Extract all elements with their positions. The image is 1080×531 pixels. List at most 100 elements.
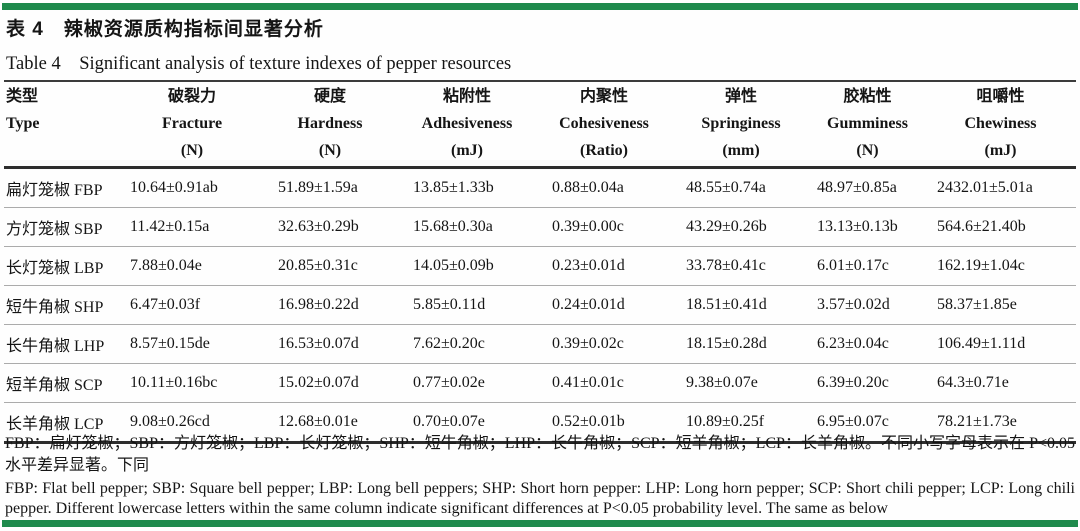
column-header-en: Adhesiveness <box>421 115 513 132</box>
column-header-unit: (N) <box>180 142 204 159</box>
row-type-cell: 短羊角椒 SCP <box>4 363 122 403</box>
column-header-unit: (mm) <box>722 142 760 159</box>
header-row: 类型 Type 破裂力 Fracture (N) 硬度 Hardness (N)… <box>4 80 1076 169</box>
table-title-en: Table 4 Significant analysis of texture … <box>6 54 512 74</box>
table-cell: 6.47±0.03f <box>122 285 262 325</box>
table-row: 短牛角椒 SHP 6.47±0.03f 16.98±0.22d 5.85±0.1… <box>4 285 1076 325</box>
row-type-cell: 方灯笼椒 SBP <box>4 207 122 247</box>
table-cell: 7.88±0.04e <box>122 246 262 286</box>
table-cell: 2432.01±5.01a <box>925 167 1076 208</box>
bottom-divider-bar <box>2 520 1078 527</box>
table-row: 长牛角椒 LHP 8.57±0.15de 16.53±0.07d 7.62±0.… <box>4 324 1076 364</box>
column-header-en: Type <box>6 115 40 132</box>
column-header-fracture: 破裂力 Fracture (N) <box>122 80 262 169</box>
table-cell: 51.89±1.59a <box>262 167 398 208</box>
column-header-unit <box>6 137 122 164</box>
row-type-cell: 扁灯笼椒 FBP <box>4 167 122 208</box>
table-cell: 8.57±0.15de <box>122 324 262 364</box>
table-cell: 6.95±0.07c <box>810 402 925 444</box>
table-cell: 162.19±1.04c <box>925 246 1076 286</box>
table-cell: 564.6±21.40b <box>925 207 1076 247</box>
table-cell: 6.01±0.17c <box>810 246 925 286</box>
table-cell: 43.29±0.26b <box>672 207 810 247</box>
column-header-zh: 弹性 <box>724 88 757 105</box>
table-cell: 9.08±0.26cd <box>122 402 262 444</box>
row-type-cell: 长牛角椒 LHP <box>4 324 122 364</box>
table-cell: 58.37±1.85e <box>925 285 1076 325</box>
table-body: 扁灯笼椒 FBP 10.64±0.91ab 51.89±1.59a 13.85±… <box>4 167 1076 444</box>
column-header-cohesiveness: 内聚性 Cohesiveness (Ratio) <box>536 80 672 169</box>
table-row: 长羊角椒 LCP 9.08±0.26cd 12.68±0.01e 0.70±0.… <box>4 402 1076 444</box>
table-cell: 0.39±0.02c <box>536 324 672 364</box>
column-header-zh: 破裂力 <box>167 88 216 105</box>
table-cell: 13.13±0.13b <box>810 207 925 247</box>
column-header-unit: (Ratio) <box>580 142 628 159</box>
table-cell: 5.85±0.11d <box>398 285 536 325</box>
table-cell: 6.23±0.04c <box>810 324 925 364</box>
top-divider-bar <box>2 3 1078 10</box>
column-header-en: Springiness <box>701 115 781 132</box>
table-cell: 11.42±0.15a <box>122 207 262 247</box>
column-header-zh: 内聚性 <box>579 88 628 105</box>
table-cell: 0.41±0.01c <box>536 363 672 403</box>
column-header-en: Hardness <box>297 115 363 132</box>
column-header-chewiness: 咀嚼性 Chewiness (mJ) <box>925 80 1076 169</box>
row-type-cell: 短牛角椒 SHP <box>4 285 122 325</box>
table-cell: 18.15±0.28d <box>672 324 810 364</box>
column-header-unit: (N) <box>856 142 879 159</box>
table-cell: 0.24±0.01d <box>536 285 672 325</box>
table-cell: 64.3±0.71e <box>925 363 1076 403</box>
texture-index-table: 类型 Type 破裂力 Fracture (N) 硬度 Hardness (N)… <box>4 80 1076 444</box>
column-header-hardness: 硬度 Hardness (N) <box>262 80 398 169</box>
table-cell: 12.68±0.01e <box>262 402 398 444</box>
table-row: 方灯笼椒 SBP 11.42±0.15a 32.63±0.29b 15.68±0… <box>4 207 1076 247</box>
table-cell: 0.70±0.07e <box>398 402 536 444</box>
table-cell: 14.05±0.09b <box>398 246 536 286</box>
table-cell: 106.49±1.11d <box>925 324 1076 364</box>
column-header-zh: 咀嚼性 <box>976 88 1025 105</box>
table-cell: 6.39±0.20c <box>810 363 925 403</box>
table-cell: 33.78±0.41c <box>672 246 810 286</box>
table-cell: 15.02±0.07d <box>262 363 398 403</box>
table-cell: 13.85±1.33b <box>398 167 536 208</box>
footnote-zh: FBP：扁灯笼椒；SBP：方灯笼椒；LBP：长灯笼椒；SHP：短牛角椒；LHP：… <box>5 435 1075 474</box>
footnote-en: FBP: Flat bell pepper; SBP: Square bell … <box>5 480 1075 517</box>
column-header-unit: (mJ) <box>984 142 1017 159</box>
column-header-en: Chewiness <box>964 115 1037 132</box>
table-cell: 10.64±0.91ab <box>122 167 262 208</box>
table-cell: 16.98±0.22d <box>262 285 398 325</box>
column-header-zh: 粘附性 <box>442 88 491 105</box>
table-row: 长灯笼椒 LBP 7.88±0.04e 20.85±0.31c 14.05±0.… <box>4 246 1076 286</box>
row-type-cell: 长灯笼椒 LBP <box>4 246 122 286</box>
column-header-adhesiveness: 粘附性 Adhesiveness (mJ) <box>398 80 536 169</box>
column-header-type: 类型 Type <box>4 80 122 169</box>
table-cell: 32.63±0.29b <box>262 207 398 247</box>
table-cell: 0.39±0.00c <box>536 207 672 247</box>
row-type-cell: 长羊角椒 LCP <box>4 402 122 444</box>
table-cell: 0.23±0.01d <box>536 246 672 286</box>
column-header-unit: (N) <box>318 142 342 159</box>
column-header-zh: 类型 <box>6 88 39 105</box>
table-cell: 78.21±1.73e <box>925 402 1076 444</box>
table-cell: 3.57±0.02d <box>810 285 925 325</box>
column-header-en: Cohesiveness <box>559 115 649 132</box>
table-cell: 9.38±0.07e <box>672 363 810 403</box>
table-cell: 20.85±0.31c <box>262 246 398 286</box>
column-header-en: Fracture <box>161 115 223 132</box>
column-header-springiness: 弹性 Springiness (mm) <box>672 80 810 169</box>
table-cell: 10.11±0.16bc <box>122 363 262 403</box>
column-header-zh: 胶粘性 <box>843 88 892 105</box>
table-cell: 48.97±0.85a <box>810 167 925 208</box>
table-cell: 0.77±0.02e <box>398 363 536 403</box>
table-cell: 0.88±0.04a <box>536 167 672 208</box>
table-cell: 7.62±0.20c <box>398 324 536 364</box>
table-header: 类型 Type 破裂力 Fracture (N) 硬度 Hardness (N)… <box>4 80 1076 169</box>
table-cell: 15.68±0.30a <box>398 207 536 247</box>
column-header-gumminess: 胶粘性 Gumminess (N) <box>810 80 925 169</box>
column-header-unit: (mJ) <box>451 142 483 159</box>
table-row: 扁灯笼椒 FBP 10.64±0.91ab 51.89±1.59a 13.85±… <box>4 167 1076 208</box>
table-title-zh: 表 4 辣椒资源质构指标间显著分析 <box>6 19 324 40</box>
table-row: 短羊角椒 SCP 10.11±0.16bc 15.02±0.07d 0.77±0… <box>4 363 1076 403</box>
table-cell: 18.51±0.41d <box>672 285 810 325</box>
